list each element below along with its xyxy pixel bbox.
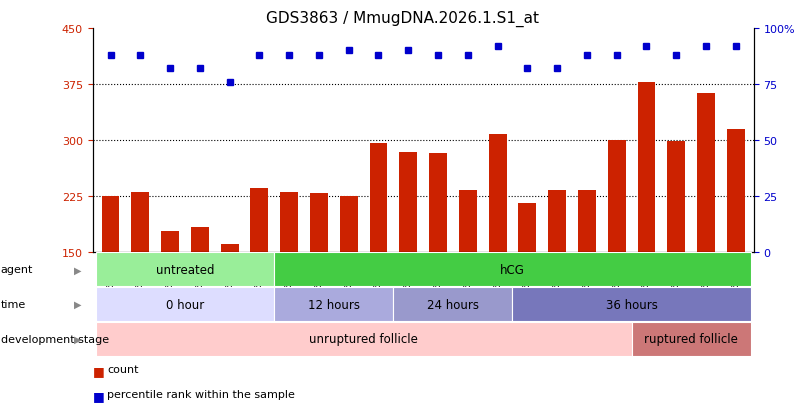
Text: ▶: ▶	[74, 299, 82, 309]
Text: ■: ■	[93, 389, 105, 402]
Bar	[429, 154, 447, 363]
Text: ruptured follicle: ruptured follicle	[644, 332, 738, 346]
Bar	[274, 253, 750, 287]
Bar	[131, 192, 149, 363]
Bar	[578, 190, 596, 363]
Text: GDS3863 / MmugDNA.2026.1.S1_at: GDS3863 / MmugDNA.2026.1.S1_at	[267, 10, 539, 26]
Text: development stage: development stage	[1, 334, 109, 344]
Text: ■: ■	[93, 364, 105, 377]
Bar	[518, 204, 536, 363]
Bar	[638, 83, 655, 363]
Bar	[632, 322, 750, 356]
Text: count: count	[107, 364, 139, 374]
Bar	[340, 197, 358, 363]
Bar	[96, 322, 632, 356]
Text: 12 hours: 12 hours	[308, 298, 359, 311]
Bar	[251, 189, 268, 363]
Text: percentile rank within the sample: percentile rank within the sample	[107, 389, 295, 399]
Text: unruptured follicle: unruptured follicle	[310, 332, 418, 346]
Bar	[727, 129, 745, 363]
Bar	[697, 94, 715, 363]
Bar	[608, 140, 625, 363]
Bar	[191, 228, 209, 363]
Text: 0 hour: 0 hour	[166, 298, 204, 311]
Text: hCG: hCG	[500, 263, 525, 276]
Bar	[161, 231, 179, 363]
Bar	[513, 287, 750, 321]
Text: untreated: untreated	[156, 263, 214, 276]
Bar	[280, 192, 298, 363]
Text: 24 hours: 24 hours	[427, 298, 479, 311]
Bar	[393, 287, 513, 321]
Bar	[459, 191, 476, 363]
Bar	[274, 287, 393, 321]
Bar	[548, 190, 566, 363]
Bar	[96, 253, 274, 287]
Bar	[667, 142, 685, 363]
Text: ▶: ▶	[74, 334, 82, 344]
Bar	[310, 194, 328, 363]
Text: ▶: ▶	[74, 265, 82, 275]
Text: 36 hours: 36 hours	[605, 298, 658, 311]
Bar	[370, 144, 388, 363]
Text: agent: agent	[1, 265, 33, 275]
Bar	[221, 244, 239, 363]
Bar	[399, 153, 418, 363]
Text: time: time	[1, 299, 26, 309]
Bar	[488, 135, 506, 363]
Bar	[102, 196, 119, 363]
Bar	[96, 287, 274, 321]
